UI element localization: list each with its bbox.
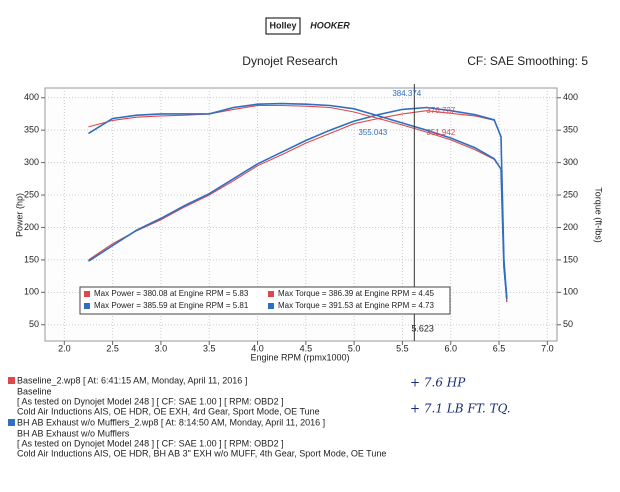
legend-swatch	[84, 291, 90, 297]
y2-tick-label: 200	[563, 222, 578, 232]
run-file: BH AB Exhaust w/o Mufflers_2.wp8 [ At: 8…	[17, 417, 325, 427]
legend-label: Max Torque = 386.39 at Engine RPM = 4.45	[278, 289, 435, 298]
y2-tick-label: 50	[563, 319, 573, 329]
cursor-readout: 384.374	[392, 89, 421, 98]
y-axis-label: Power (hp)	[14, 193, 24, 237]
y-tick-label: 200	[24, 222, 39, 232]
y2-tick-label: 100	[563, 287, 578, 297]
run-notes: Cold Air Inductions AIS, OE HDR, BH AB 3…	[17, 448, 386, 458]
y2-tick-label: 250	[563, 189, 578, 199]
run-name: BH AB Exhaust w/o Mufflers	[17, 428, 130, 438]
legend	[79, 286, 451, 315]
handwritten-note: + 7.1 LB FT. TQ.	[410, 402, 511, 416]
series-line	[88, 106, 508, 299]
y-tick-label: 250	[24, 189, 39, 199]
y-tick-label: 100	[24, 287, 39, 297]
series-line	[88, 110, 508, 303]
run-test: [ As tested on Dynojet Model 248 ] [ CF:…	[17, 396, 284, 406]
x-tick-label: 6.5	[493, 343, 506, 353]
y-tick-label: 350	[24, 125, 39, 135]
x-tick-label: 2.0	[58, 343, 71, 353]
cursor-readout: 351.942	[426, 128, 455, 137]
x-tick-label: 7.0	[541, 343, 554, 353]
x-tick-label: 2.5	[106, 343, 119, 353]
settings: CF: SAE Smoothing: 5	[467, 54, 588, 68]
cursor-readout: 355.043	[358, 128, 387, 137]
series-line	[88, 104, 508, 303]
y2-tick-label: 150	[563, 254, 578, 264]
x-axis-label: Engine RPM (rpmx1000)	[250, 352, 349, 362]
series-line	[88, 102, 508, 299]
legend-label: Max Power = 385.59 at Engine RPM = 5.81	[94, 301, 249, 310]
logo-box	[265, 17, 301, 35]
legend-swatch	[268, 291, 274, 297]
x-tick-label: 5.0	[348, 343, 361, 353]
y-tick-label: 400	[24, 92, 39, 102]
y-tick-label: 50	[29, 319, 39, 329]
y-tick-label: 300	[24, 157, 39, 167]
y2-tick-label: 300	[563, 157, 578, 167]
x-tick-label: 3.0	[155, 343, 168, 353]
x-tick-label: 5.5	[396, 343, 409, 353]
handwritten-note: + 7.6 HP	[410, 376, 466, 390]
legend-label: Max Power = 380.08 at Engine RPM = 5.83	[94, 289, 249, 298]
run-notes: Cold Air Inductions AIS, OE HDR, OE EXH,…	[17, 406, 320, 416]
run-name: Baseline	[17, 386, 52, 396]
run-file: Baseline_2.wp8 [ At: 6:41:15 AM, Monday,…	[17, 375, 247, 385]
x-tick-label: 4.5	[300, 343, 313, 353]
logo-holley: Holley	[269, 20, 296, 30]
legend-swatch	[268, 303, 274, 309]
y2-axis-label: Torque (ft-lbs)	[594, 187, 604, 243]
logo-hooker: HOOKER	[310, 20, 350, 30]
cursor-rpm: 5.623	[411, 323, 434, 333]
legend-swatch	[84, 303, 90, 309]
legend-label: Max Torque = 391.53 at Engine RPM = 4.73	[278, 301, 435, 310]
run-test: [ As tested on Dynojet Model 248 ] [ CF:…	[17, 438, 284, 448]
y-tick-label: 150	[24, 254, 39, 264]
run-swatch	[8, 419, 15, 426]
y2-tick-label: 400	[563, 92, 578, 102]
cursor-readout: 376.727	[426, 106, 455, 115]
x-tick-label: 6.0	[444, 343, 457, 353]
company: Dynojet Research	[242, 54, 337, 68]
y2-tick-label: 350	[563, 125, 578, 135]
x-tick-label: 4.0	[251, 343, 264, 353]
x-tick-label: 3.5	[203, 343, 216, 353]
run-swatch	[8, 377, 15, 384]
